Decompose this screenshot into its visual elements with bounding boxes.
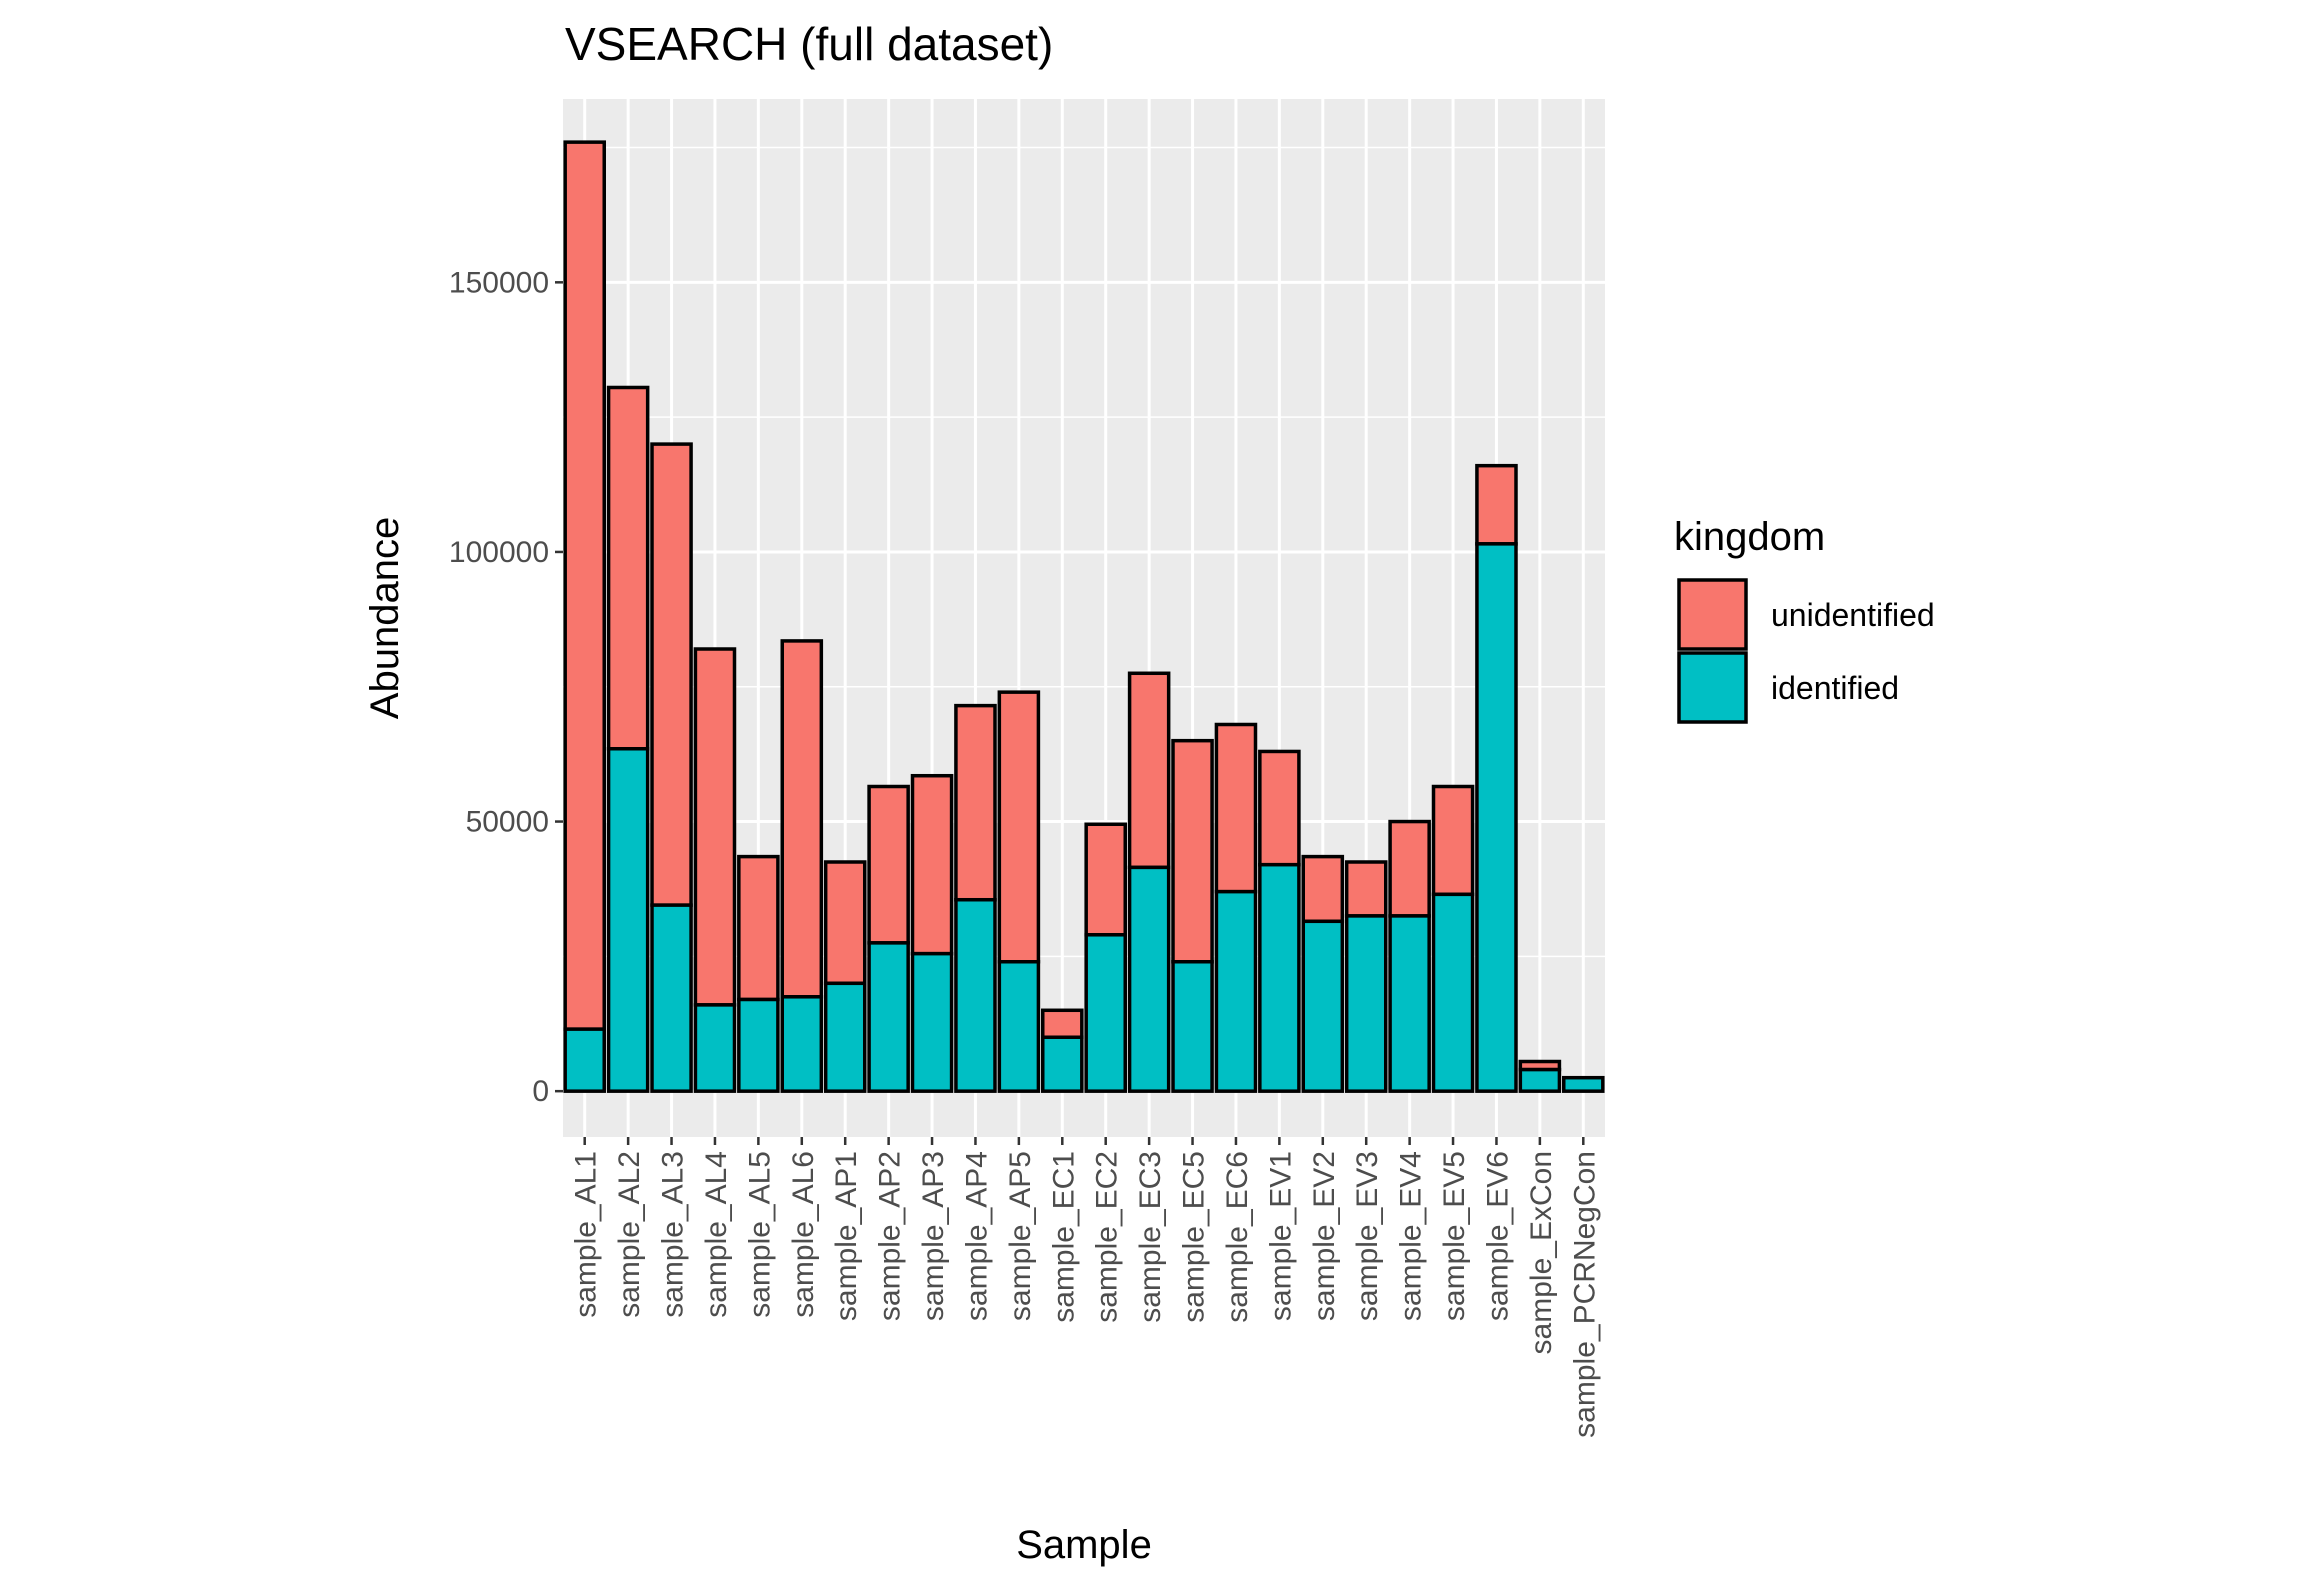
bar-unidentified: [1258, 749, 1301, 867]
bar-unidentified: [1041, 1008, 1084, 1039]
legend-title: kingdom: [1674, 515, 1825, 559]
x-tick-label: sample_EV5: [1438, 1151, 1471, 1321]
bar-identified: [737, 997, 780, 1093]
x-tick-label: sample_AP3: [917, 1151, 950, 1321]
bar-identified: [1562, 1075, 1605, 1093]
x-tick-label: sample_AL2: [613, 1151, 646, 1318]
x-tick-label: sample_EV2: [1308, 1151, 1341, 1321]
bar-identified: [867, 941, 910, 1093]
bar-identified: [823, 981, 867, 1093]
x-tick-label: sample_AP2: [874, 1151, 907, 1321]
x-tick-label: sample_AL1: [570, 1151, 603, 1318]
bar-unidentified: [737, 854, 780, 1002]
bar-identified: [780, 995, 824, 1093]
axis-layer: 0 50000 100000 150000 sample_AL1 sample_AL2 sa…: [449, 266, 1601, 1437]
legend-label-unidentified: unidentified: [1771, 597, 1935, 633]
x-tick-label: sample_AP1: [830, 1151, 863, 1321]
bar-unidentified: [1171, 738, 1214, 964]
bar-unidentified: [606, 385, 650, 751]
legend-key-unidentified: [1677, 578, 1748, 651]
legend-key-identified: [1677, 651, 1748, 724]
x-tick-label: sample_EC5: [1178, 1151, 1211, 1323]
bar-identified: [1301, 919, 1345, 1093]
plot-panel: [563, 99, 1605, 1137]
bar-identified: [1214, 889, 1258, 1093]
legend: kingdom unidentified identified: [1674, 515, 1935, 724]
bar-identified: [1127, 865, 1171, 1093]
bar-identified: [1041, 1035, 1084, 1093]
bar-unidentified: [1214, 722, 1258, 894]
bar-unidentified: [1301, 854, 1345, 924]
x-tick-label: sample_ExCon: [1525, 1151, 1558, 1354]
bar-unidentified: [997, 690, 1041, 964]
x-tick-label: sample_AP5: [1004, 1151, 1037, 1321]
chart-title: VSEARCH (full dataset): [565, 18, 1053, 70]
bar-unidentified: [1431, 784, 1475, 897]
bar-unidentified: [563, 140, 606, 1031]
x-tick-label: sample_EV6: [1481, 1151, 1514, 1321]
bar-identified: [693, 1003, 737, 1093]
bar-identified: [954, 897, 997, 1093]
bar-unidentified: [780, 639, 824, 999]
x-tick-label: sample_AP4: [960, 1151, 993, 1321]
bar-unidentified: [910, 773, 954, 956]
bar-identified: [1344, 914, 1388, 1093]
bar-identified: [1258, 862, 1301, 1093]
bar-unidentified: [1388, 819, 1431, 918]
x-tick-label: sample_EV4: [1395, 1151, 1428, 1321]
x-tick-label: sample_EC6: [1221, 1151, 1254, 1323]
bar-unidentified: [650, 442, 693, 907]
bar-identified: [1084, 933, 1127, 1093]
x-tick-label: sample_AL6: [787, 1151, 820, 1318]
bar-unidentified: [693, 647, 737, 1007]
bar-unidentified: [1475, 463, 1518, 546]
y-axis-title: Abundance: [363, 517, 407, 719]
y-tick-label: 150000: [449, 266, 549, 299]
bar-identified: [606, 747, 650, 1093]
bar-identified: [1388, 914, 1431, 1093]
bar-identified: [910, 951, 954, 1093]
x-tick-label: sample_AL4: [700, 1151, 733, 1318]
y-tick-label: 50000: [466, 806, 549, 839]
bar-unidentified: [1127, 671, 1171, 870]
bar-unidentified: [1344, 860, 1388, 918]
x-tick-label: sample_EC3: [1134, 1151, 1167, 1323]
bar-unidentified: [823, 860, 867, 986]
bar-identified: [563, 1027, 606, 1093]
bar-unidentified: [954, 703, 997, 902]
x-tick-label: sample_EC1: [1047, 1151, 1080, 1323]
x-tick-label: sample_EC2: [1091, 1151, 1124, 1323]
bars-layer: [563, 140, 1605, 1093]
y-tick-label: 0: [532, 1075, 549, 1108]
bar-identified: [1518, 1067, 1562, 1093]
x-tick-label: sample_EV1: [1264, 1151, 1297, 1321]
bar-identified: [1431, 892, 1475, 1093]
legend-label-identified: identified: [1771, 670, 1899, 706]
y-tick-label: 100000: [449, 536, 549, 569]
x-tick-label: sample_EV3: [1351, 1151, 1384, 1321]
bar-identified: [1475, 542, 1518, 1093]
x-tick-label: sample_PCRNegCon: [1568, 1151, 1601, 1438]
bar-identified: [1171, 960, 1214, 1093]
bar-unidentified: [867, 784, 910, 945]
x-tick-label: sample_AL3: [657, 1151, 690, 1318]
bar-identified: [650, 903, 693, 1093]
x-tick-label: sample_AL5: [743, 1151, 776, 1318]
bar-identified: [997, 960, 1041, 1093]
bar-unidentified: [1084, 822, 1127, 937]
x-axis-title: Sample: [1016, 1523, 1152, 1567]
